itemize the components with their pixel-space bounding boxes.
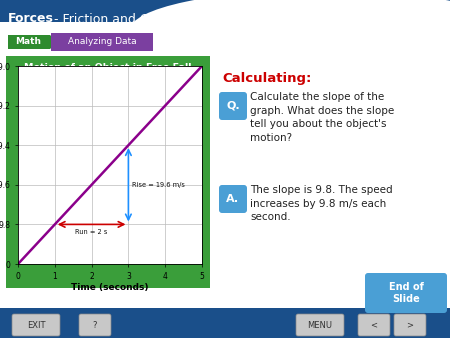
Text: EXIT: EXIT — [27, 320, 45, 330]
Text: End of
Slide: End of Slide — [388, 282, 423, 304]
Text: - Friction and Gravity: - Friction and Gravity — [50, 13, 185, 25]
Text: MENU: MENU — [307, 320, 333, 330]
FancyBboxPatch shape — [0, 308, 450, 338]
Text: Motion of an Object in Free Fall: Motion of an Object in Free Fall — [24, 63, 192, 72]
Text: A.: A. — [226, 194, 239, 204]
Text: Forces: Forces — [8, 13, 54, 25]
X-axis label: Time (seconds): Time (seconds) — [71, 284, 149, 292]
FancyBboxPatch shape — [8, 58, 208, 76]
FancyBboxPatch shape — [12, 314, 60, 336]
FancyArrow shape — [8, 35, 58, 49]
Text: >: > — [406, 320, 414, 330]
Text: Q.: Q. — [226, 101, 240, 111]
Text: Calculate the slope of the
graph. What does the slope
tell you about the object': Calculate the slope of the graph. What d… — [250, 92, 394, 143]
FancyBboxPatch shape — [394, 314, 426, 336]
FancyBboxPatch shape — [51, 33, 153, 51]
Ellipse shape — [130, 0, 450, 70]
FancyBboxPatch shape — [6, 56, 210, 288]
FancyBboxPatch shape — [219, 92, 247, 120]
Text: Analyzing Data: Analyzing Data — [68, 38, 136, 47]
FancyBboxPatch shape — [79, 314, 111, 336]
Text: The slope is 9.8. The speed
increases by 9.8 m/s each
second.: The slope is 9.8. The speed increases by… — [250, 185, 392, 222]
FancyBboxPatch shape — [0, 22, 450, 308]
FancyBboxPatch shape — [219, 185, 247, 213]
FancyBboxPatch shape — [365, 273, 447, 313]
FancyBboxPatch shape — [296, 314, 344, 336]
Text: ?: ? — [93, 320, 97, 330]
Text: Calculating:: Calculating: — [222, 72, 311, 85]
FancyBboxPatch shape — [0, 0, 450, 30]
FancyBboxPatch shape — [358, 314, 390, 336]
Text: Rise = 19.6 m/s: Rise = 19.6 m/s — [132, 182, 185, 188]
Text: <: < — [370, 320, 378, 330]
Text: Math: Math — [15, 38, 41, 47]
Text: Run = 2 s: Run = 2 s — [75, 229, 108, 235]
